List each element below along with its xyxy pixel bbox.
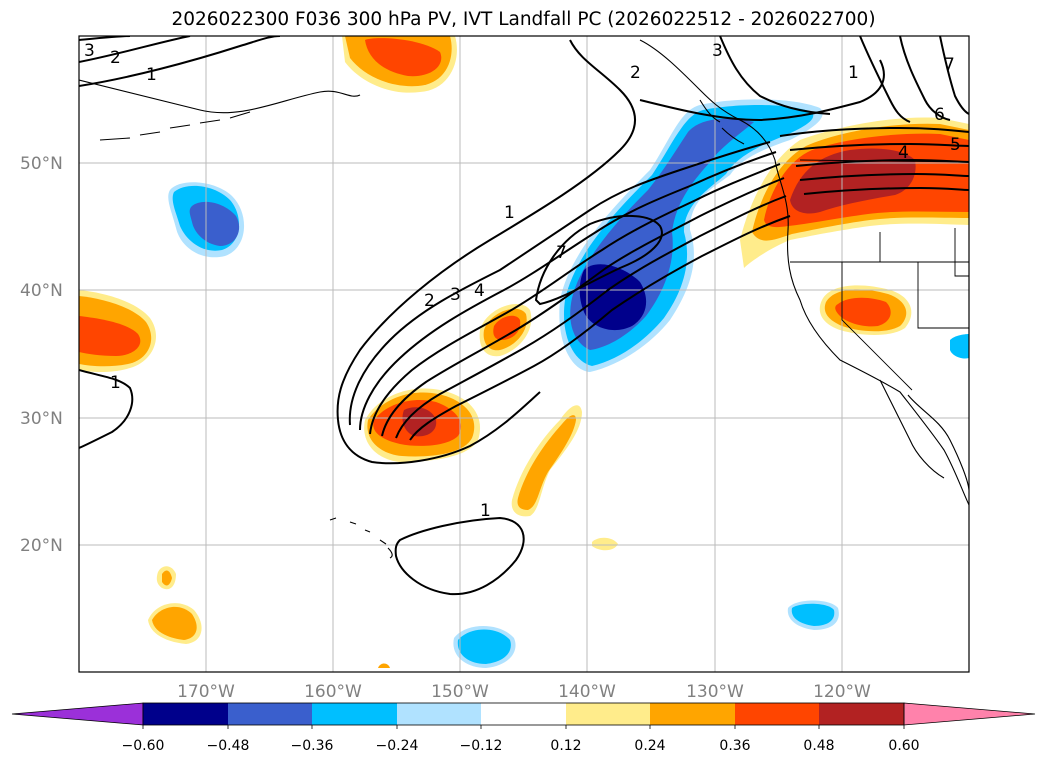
contour-label: 1 bbox=[110, 373, 121, 393]
colorbar-segment bbox=[312, 703, 397, 725]
lat-label-50n: 50°N bbox=[20, 154, 63, 174]
contour-label: 7 bbox=[944, 55, 955, 75]
lon-label-120w: 120°W bbox=[813, 682, 871, 702]
colorbar: −0.60 −0.48 −0.36 −0.24 −0.12 0.12 0.24 … bbox=[11, 702, 1036, 754]
colorbar-label: −0.60 bbox=[122, 738, 165, 754]
contour-label: 5 bbox=[950, 135, 961, 155]
lon-label-140w: 140°W bbox=[558, 682, 616, 702]
map-frame bbox=[78, 35, 970, 673]
latitude-labels: 50°N 40°N 30°N 20°N bbox=[20, 154, 63, 556]
contour-label: 2 bbox=[424, 291, 435, 311]
colorbar-label: −0.12 bbox=[460, 738, 503, 754]
contour-label: 1 bbox=[504, 203, 515, 223]
contour-label: 2 bbox=[110, 48, 121, 68]
lat-label-30n: 30°N bbox=[20, 409, 63, 429]
contour-label: 1 bbox=[146, 65, 157, 85]
contour-label: 1 bbox=[480, 501, 491, 521]
contour-labels: 3 2 1 2 3 1 7 6 5 4 1 2 3 4 7 1 1 bbox=[84, 41, 961, 521]
shade-central-red bbox=[364, 388, 481, 462]
contour-label: 4 bbox=[474, 281, 485, 301]
contour-label: 3 bbox=[712, 41, 723, 61]
colorbar-extend-left bbox=[11, 702, 144, 726]
lon-label-150w: 150°W bbox=[431, 682, 489, 702]
gridlines bbox=[79, 36, 969, 672]
contour-label: 2 bbox=[630, 63, 641, 83]
colorbar-segment bbox=[566, 703, 650, 725]
coastlines bbox=[79, 39, 969, 559]
contour-label: 3 bbox=[84, 41, 95, 61]
colorbar-label: 0.48 bbox=[803, 738, 834, 754]
colorbar-label: −0.48 bbox=[207, 738, 250, 754]
colorbar-label: −0.36 bbox=[291, 738, 334, 754]
shade-small-yellow bbox=[592, 537, 618, 551]
colorbar-label: 0.36 bbox=[719, 738, 750, 754]
colorbar-segment bbox=[397, 703, 481, 725]
shade-nw-us bbox=[740, 117, 969, 268]
colorbar-segment bbox=[819, 703, 904, 725]
shade-gulf-alaska bbox=[342, 36, 457, 93]
contour-label: 6 bbox=[934, 105, 945, 125]
colorbar-label: −0.24 bbox=[376, 738, 419, 754]
contour-label: 1 bbox=[848, 63, 859, 83]
colorbar-extend-right bbox=[903, 702, 1036, 726]
longitude-labels: 170°W 160°W 150°W 140°W 130°W 120°W bbox=[177, 682, 871, 702]
contour-label: 7 bbox=[556, 243, 567, 263]
colorbar-label: 0.24 bbox=[634, 738, 665, 754]
colorbar-segment bbox=[650, 703, 735, 725]
lon-label-130w: 130°W bbox=[686, 682, 744, 702]
shade-left-edge bbox=[79, 290, 157, 372]
lat-label-20n: 20°N bbox=[20, 536, 63, 556]
shade-small-orange bbox=[156, 566, 176, 590]
lat-label-40n: 40°N bbox=[20, 281, 63, 301]
pv-contours bbox=[79, 36, 969, 596]
contour-label: 3 bbox=[450, 285, 461, 305]
shade-tiny-bottom bbox=[378, 663, 390, 668]
colorbar-segment bbox=[481, 703, 566, 725]
shade-right-edge-blue bbox=[950, 334, 969, 359]
colorbar-label: 0.60 bbox=[888, 738, 919, 754]
shade-great-basin bbox=[819, 285, 912, 335]
map-title: 2026022300 F036 300 hPa PV, IVT Landfall… bbox=[171, 9, 876, 30]
lon-label-160w: 160°W bbox=[304, 682, 362, 702]
shade-orange-south bbox=[148, 603, 202, 644]
colorbar-label: 0.12 bbox=[550, 738, 581, 754]
lon-label-170w: 170°W bbox=[177, 682, 235, 702]
contour-label: 4 bbox=[898, 143, 909, 163]
colorbar-segment bbox=[735, 703, 819, 725]
colorbar-frame bbox=[142, 702, 905, 726]
shade-blue-southeast bbox=[787, 600, 839, 630]
colorbar-segment bbox=[228, 703, 312, 725]
shade-orange-strip bbox=[511, 405, 582, 517]
shade-blue-south bbox=[453, 626, 516, 668]
colorbar-segment bbox=[143, 703, 228, 725]
